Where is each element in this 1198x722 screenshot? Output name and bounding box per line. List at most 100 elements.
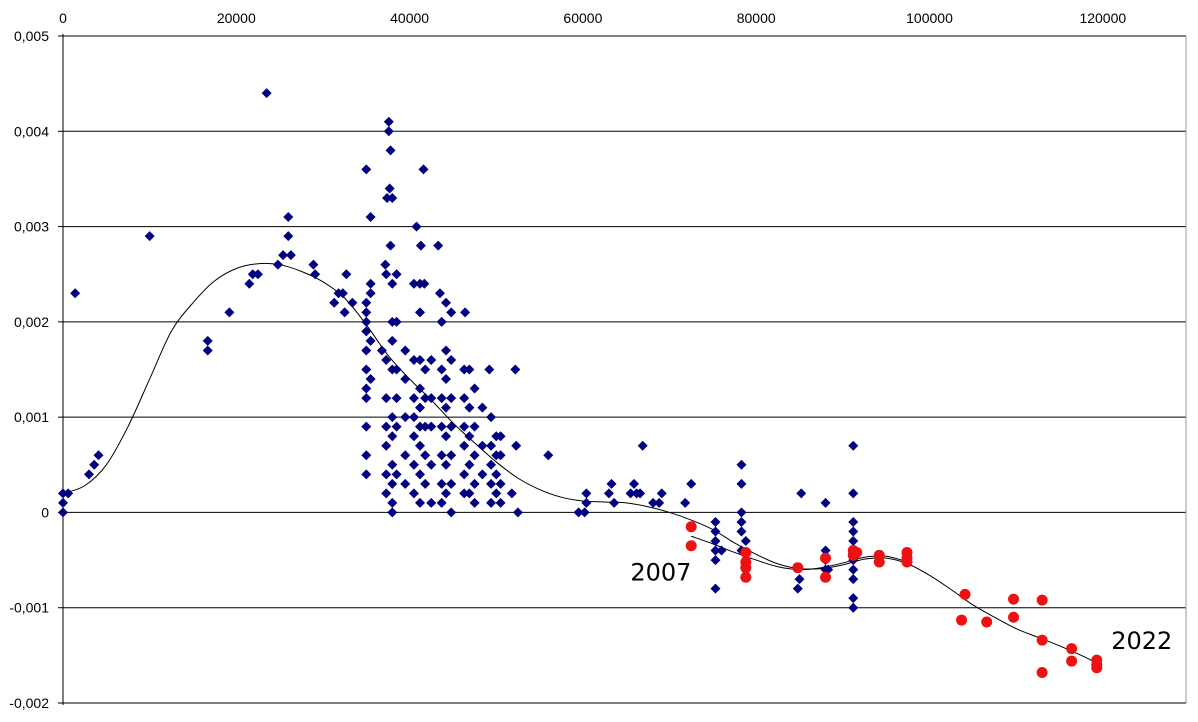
- data-point-diamond: [365, 212, 376, 223]
- data-point-diamond: [436, 393, 447, 404]
- data-point-diamond: [686, 478, 697, 489]
- data-point-diamond: [361, 307, 372, 318]
- data-point-diamond: [408, 412, 419, 423]
- data-point-diamond: [848, 440, 859, 451]
- data-point-circle: [981, 616, 993, 628]
- data-point-diamond: [716, 545, 727, 556]
- data-point-diamond: [361, 469, 372, 480]
- data-point-circle: [740, 571, 752, 583]
- data-point-diamond: [381, 354, 392, 365]
- data-point-diamond: [459, 469, 470, 480]
- data-point-diamond: [420, 421, 431, 432]
- data-point-diamond: [625, 488, 636, 499]
- data-point-diamond: [477, 402, 488, 413]
- data-point-diamond: [387, 412, 398, 423]
- data-point-diamond: [469, 450, 480, 461]
- data-point-diamond: [408, 393, 419, 404]
- data-point-diamond: [414, 497, 425, 508]
- data-point-diamond: [440, 374, 451, 385]
- gridlines: [63, 35, 1187, 703]
- data-point-diamond: [89, 459, 100, 470]
- data-point-diamond: [710, 526, 721, 537]
- data-point-circle: [820, 552, 832, 564]
- data-point-diamond: [736, 459, 747, 470]
- data-point-diamond: [391, 393, 402, 404]
- data-point-diamond: [411, 221, 422, 232]
- data-point-circle: [851, 546, 863, 558]
- data-point-diamond: [460, 307, 471, 318]
- data-point-diamond: [252, 269, 263, 280]
- data-point-diamond: [440, 431, 451, 442]
- data-point-diamond: [387, 192, 398, 203]
- data-point-diamond: [459, 364, 470, 375]
- data-point-diamond: [278, 250, 289, 261]
- data-point-diamond: [408, 278, 419, 289]
- data-point-circle: [685, 540, 697, 552]
- data-point-diamond: [361, 393, 372, 404]
- data-point-diamond: [391, 469, 402, 480]
- data-point-circle: [740, 546, 752, 558]
- data-point-diamond: [464, 364, 475, 375]
- data-point-diamond: [63, 488, 74, 499]
- x-tick-label: 100000: [906, 10, 953, 26]
- data-point-diamond: [408, 354, 419, 365]
- data-point-diamond: [391, 269, 402, 280]
- data-point-diamond: [420, 364, 431, 375]
- data-point-diamond: [820, 545, 831, 556]
- data-point-diamond: [414, 421, 425, 432]
- data-point-diamond: [656, 488, 667, 499]
- data-point-diamond: [400, 450, 411, 461]
- data-point-diamond: [347, 297, 358, 308]
- axes: [58, 34, 1186, 705]
- data-point-diamond: [506, 488, 517, 499]
- data-point-diamond: [224, 307, 235, 318]
- data-point-diamond: [736, 478, 747, 489]
- data-point-diamond: [710, 536, 721, 547]
- data-point-diamond: [337, 288, 348, 299]
- data-point-diamond: [426, 497, 437, 508]
- annotation-2022: 2022: [1111, 627, 1172, 655]
- data-point-circle: [1091, 662, 1103, 674]
- data-point-diamond: [792, 583, 803, 594]
- data-point-diamond: [283, 231, 294, 242]
- data-point-diamond: [848, 574, 859, 585]
- data-point-diamond: [436, 497, 447, 508]
- data-point-diamond: [70, 288, 81, 299]
- data-point-diamond: [310, 269, 321, 280]
- data-point-diamond: [202, 335, 213, 346]
- data-point-diamond: [381, 269, 392, 280]
- data-point-diamond: [581, 488, 592, 499]
- data-point-diamond: [464, 431, 475, 442]
- y-tick-label: 0: [41, 504, 49, 520]
- data-point-diamond: [680, 497, 691, 508]
- data-point-diamond: [285, 250, 296, 261]
- data-point-diamond: [848, 526, 859, 537]
- data-point-diamond: [510, 364, 521, 375]
- data-point-diamond: [361, 164, 372, 175]
- data-point-diamond: [385, 240, 396, 251]
- data-point-diamond: [848, 536, 859, 547]
- data-point-diamond: [365, 288, 376, 299]
- data-point-diamond: [469, 478, 480, 489]
- data-point-diamond: [381, 488, 392, 499]
- data-point-diamond: [418, 164, 429, 175]
- data-point-diamond: [381, 440, 392, 451]
- data-point-diamond: [446, 421, 457, 432]
- data-point-diamond: [361, 297, 372, 308]
- data-point-diamond: [710, 555, 721, 566]
- data-point-diamond: [58, 507, 68, 518]
- data-point-diamond: [381, 393, 392, 404]
- data-point-diamond: [543, 450, 554, 461]
- data-point-diamond: [400, 345, 411, 356]
- tick-labels: 0 20000 40000 60000 80000 100000 120000 -0,002 -…: [9, 10, 1126, 711]
- data-point-diamond: [848, 488, 859, 499]
- data-point-diamond: [391, 421, 402, 432]
- data-point-diamond: [446, 307, 457, 318]
- data-point-diamond: [391, 316, 402, 327]
- data-point-diamond: [464, 402, 475, 413]
- data-point-diamond: [408, 431, 419, 442]
- data-point-diamond: [495, 450, 506, 461]
- data-point-circle: [1036, 667, 1048, 679]
- data-point-diamond: [414, 440, 425, 451]
- data-point-diamond: [247, 269, 258, 280]
